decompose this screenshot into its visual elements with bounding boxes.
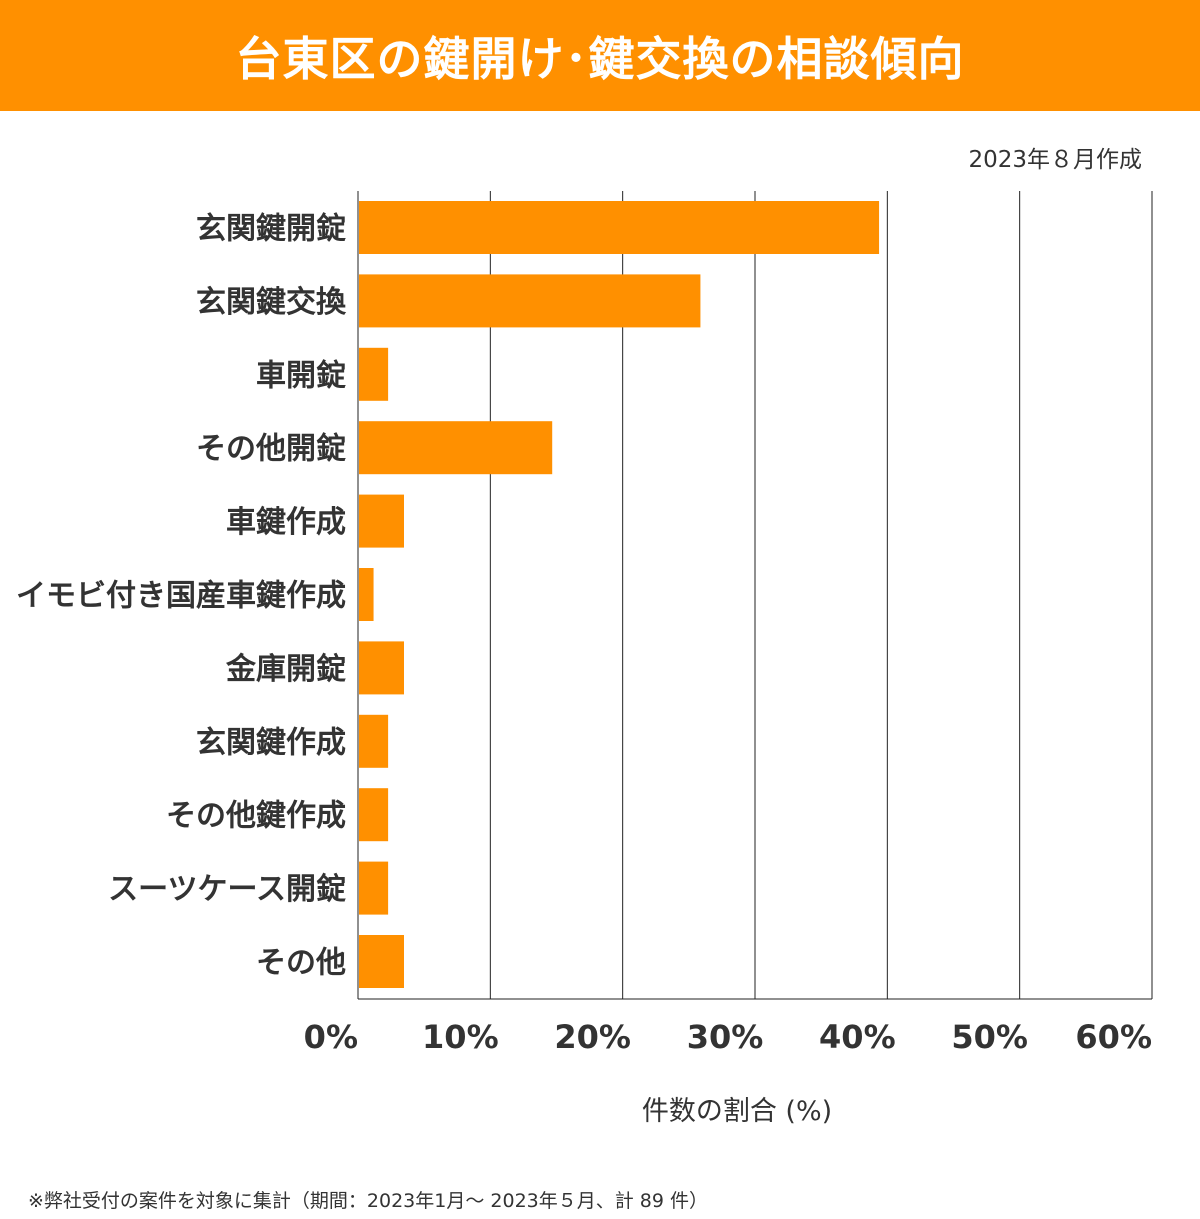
category-label: 金庫開錠 (225, 652, 346, 687)
x-tick-label: 10% (422, 1018, 499, 1056)
bar-6 (359, 568, 374, 621)
x-tick-label: 60% (1075, 1018, 1152, 1056)
bar-1 (359, 201, 880, 254)
category-label: その他開錠 (196, 432, 346, 467)
bar-2 (359, 274, 701, 328)
title-banner: 台東区の鍵開け･鍵交換の相談傾向 (0, 0, 1200, 111)
bar-4 (359, 421, 553, 475)
x-tick-label: 20% (554, 1018, 631, 1056)
category-label: その他鍵作成 (166, 799, 346, 834)
category-label: 車開錠 (256, 358, 346, 393)
x-tick-label: 30% (687, 1018, 764, 1056)
x-tick-label: 40% (819, 1018, 896, 1056)
bar-5 (359, 494, 404, 548)
x-tick-label: 50% (951, 1018, 1028, 1056)
x-axis-label: 件数の割合 (%) (642, 1096, 832, 1127)
category-label: 玄関鍵交換 (196, 285, 347, 320)
category-label: 車鍵作成 (226, 505, 346, 540)
category-label: スーツケース開錠 (108, 872, 346, 907)
footnote: ※弊社受付の案件を対象に集計（期間：2023年1月～ 2023年５月、計 89 … (28, 1190, 709, 1212)
bar-9 (359, 788, 389, 842)
bar-11 (359, 935, 404, 988)
category-label: その他 (256, 946, 346, 981)
bar-8 (359, 714, 389, 768)
category-label: 玄関鍵開錠 (196, 212, 346, 247)
category-label: 玄関鍵作成 (196, 725, 346, 760)
date-note: 2023年８月作成 (968, 147, 1142, 173)
bar-10 (359, 861, 389, 915)
bar-3 (359, 347, 389, 401)
bar-7 (359, 641, 404, 695)
category-label: イモビ付き国産車鍵作成 (16, 579, 346, 614)
x-tick-label: 0% (304, 1018, 358, 1056)
chart-title: 台東区の鍵開け･鍵交換の相談傾向 (235, 31, 965, 86)
